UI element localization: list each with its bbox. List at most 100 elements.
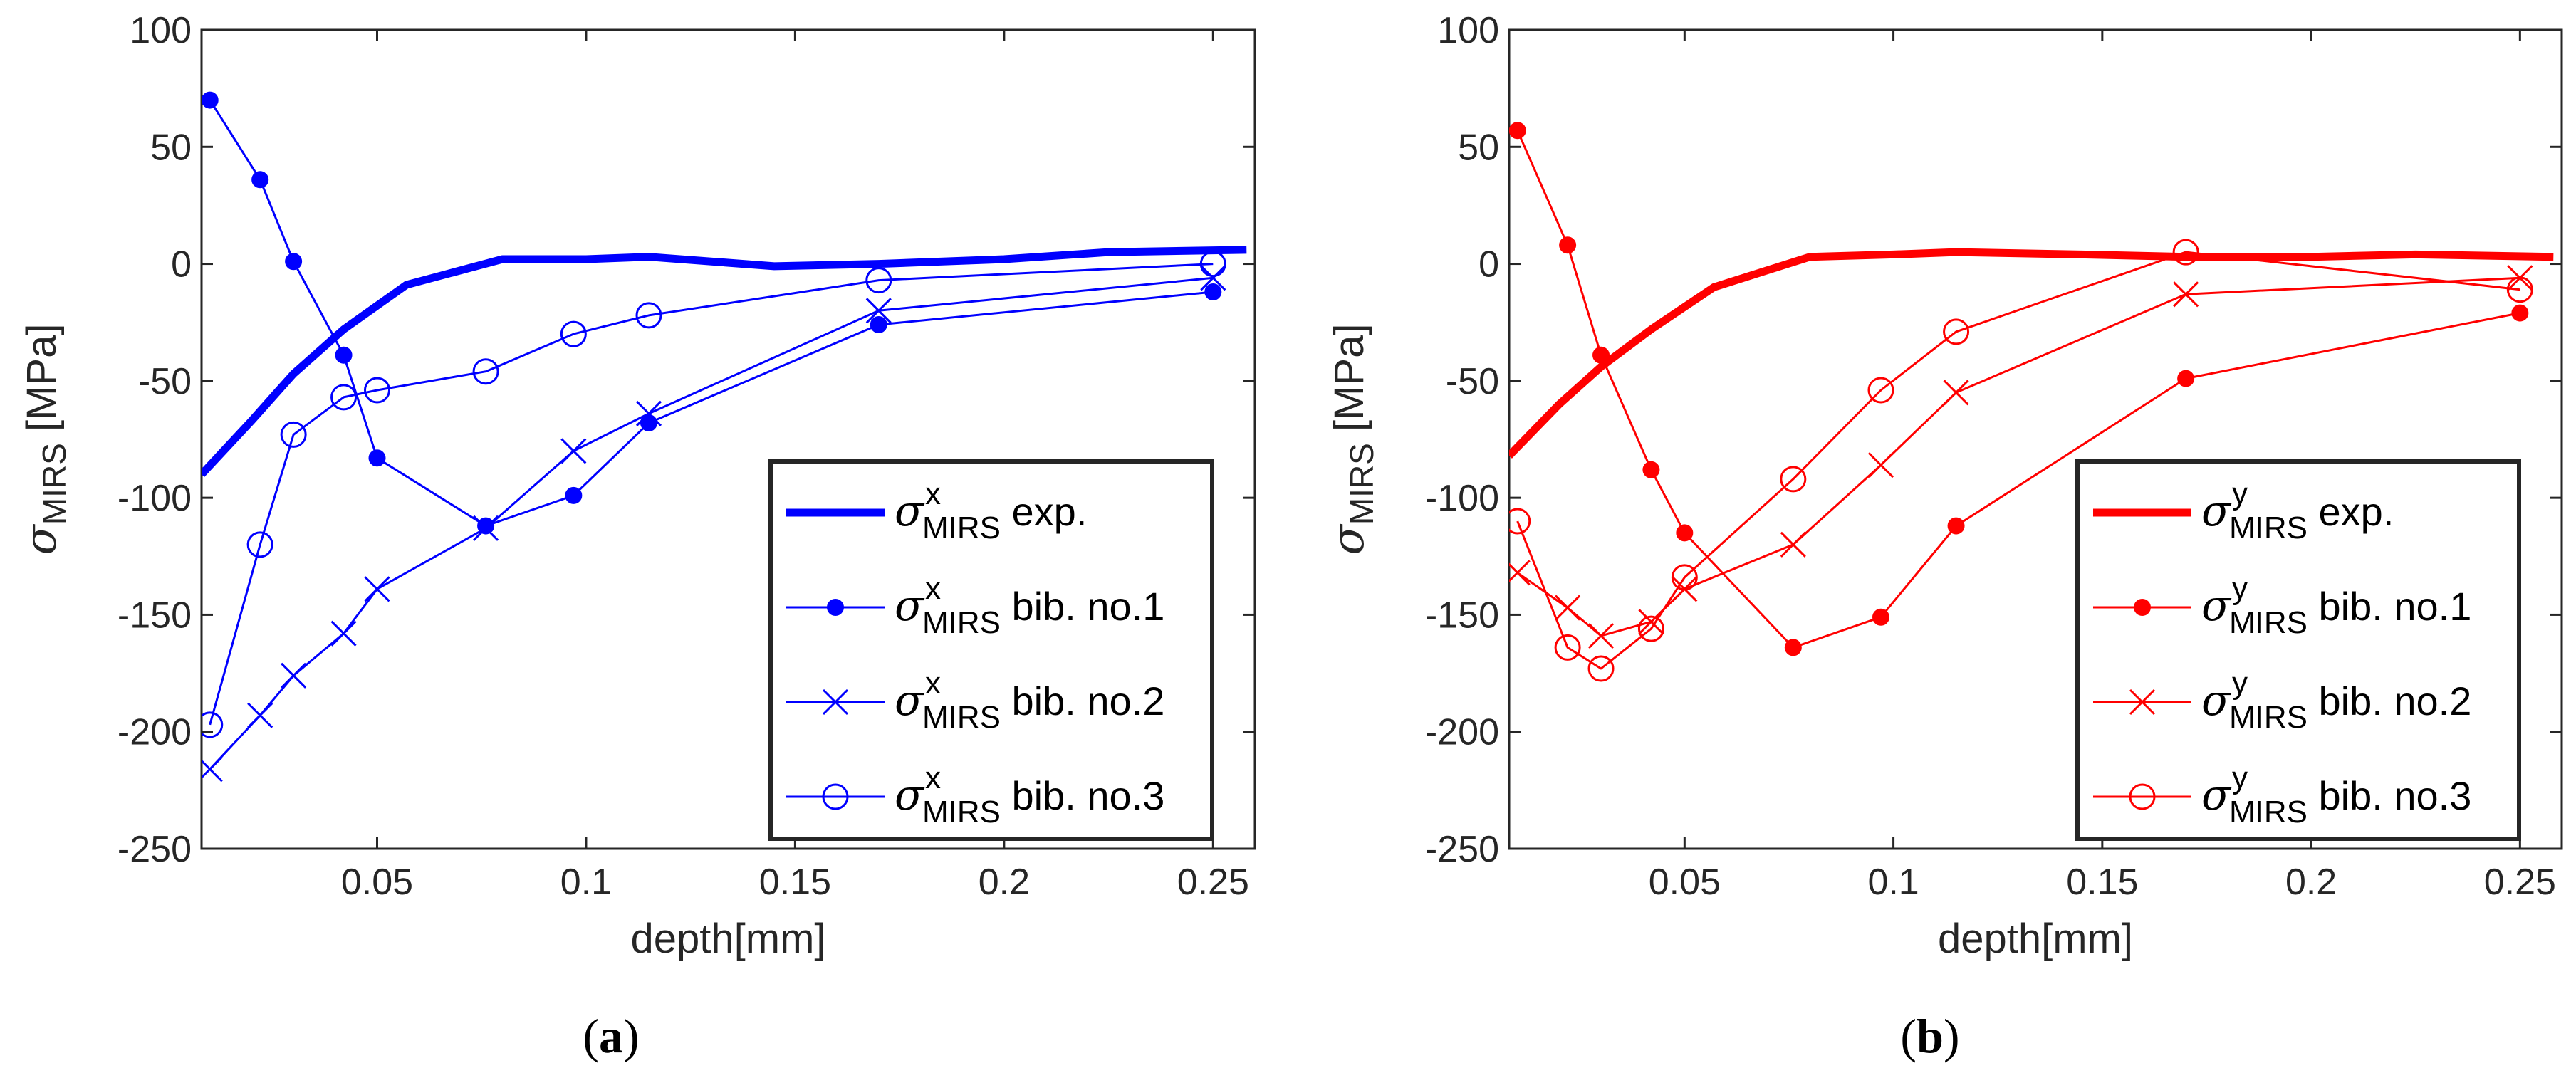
y-tick-label: 0 [1479, 244, 1499, 286]
data-point [330, 620, 357, 647]
series-line-3 [1516, 251, 2520, 670]
x-axis-label: depth[mm] [631, 916, 826, 962]
series-line-2 [1516, 276, 2520, 637]
data-point [1943, 380, 1969, 406]
data-point [1676, 524, 1694, 542]
data-point [246, 531, 273, 558]
data-point [1555, 595, 1581, 621]
data-point [565, 486, 583, 504]
y-tick-label: -100 [1425, 478, 1499, 519]
legend-box [768, 459, 1214, 841]
data-point [364, 576, 390, 602]
data-point [635, 400, 662, 426]
data-point [1780, 466, 1807, 493]
legend-entry-label: σx MIRS bib. no.2 [895, 666, 1164, 735]
x-tick-label: 0.25 [1177, 862, 1249, 903]
data-point [1200, 265, 1226, 291]
data-point [2506, 276, 2533, 303]
chart-panel-b: 100 50 0 -50 -100 -150 -200 -250 0.05 0.1 0.15 0.2 0… [1322, 10, 2563, 1063]
data-point [1780, 531, 1806, 558]
data-point [1642, 461, 1660, 478]
x-axis-label: depth[mm] [1938, 916, 2133, 962]
y-tick-label: 100 [1437, 10, 1499, 51]
data-point [560, 438, 587, 464]
data-point [280, 421, 307, 448]
data-point [2511, 304, 2529, 322]
data-point [285, 253, 303, 271]
legend-swatch-marker [2134, 599, 2151, 616]
y-axis-label: σMIRS [MPa] [1322, 324, 1380, 555]
data-point [368, 449, 386, 467]
plot-area-frame [200, 28, 1256, 850]
legend-swatch-marker [822, 689, 849, 716]
y-tick-label: -250 [118, 829, 192, 870]
chart-panel-a: 100 50 0 -50 -100 -150 -200 -250 0.05 0.1 0.15 0.2 0… [14, 10, 1256, 1063]
y-tick-label: -50 [138, 361, 192, 402]
data-point [1592, 346, 1610, 364]
legend-swatch-marker [827, 599, 844, 616]
data-point [472, 358, 499, 385]
data-point [1204, 283, 1222, 300]
legend-swatch-marker [822, 783, 849, 810]
data-point [1872, 608, 1889, 626]
series-line-1 [209, 99, 1214, 528]
x-tick-label: 0.1 [560, 862, 612, 903]
y-tick-label: -250 [1425, 829, 1499, 870]
plot-series-group [1509, 122, 2554, 682]
series-line-0 [202, 246, 1247, 478]
legend-entry-label: σx MIRS bib. no.3 [895, 760, 1164, 829]
legend-entry-label: σx MIRS exp. [895, 476, 1087, 545]
data-point [1947, 517, 1965, 535]
y-tick-label: -100 [118, 478, 192, 519]
legend: σy MIRS exp. σy MIRS bib. no.1 σy MIRS bib. n… [2075, 459, 2521, 841]
legend-entry-label: σy MIRS exp. [2201, 476, 2394, 545]
data-point [635, 302, 662, 329]
data-point [202, 91, 219, 109]
data-point [640, 414, 657, 431]
legend-swatch-marker [2129, 783, 2156, 810]
legend-entry-label: σx MIRS bib. no.1 [895, 571, 1164, 640]
series-line-0 [1509, 248, 2554, 459]
y-tick-label: -150 [1425, 595, 1499, 636]
data-point [1509, 560, 1531, 586]
data-point [335, 346, 353, 364]
plot-area-frame [1508, 28, 2563, 850]
y-tick-label: -200 [1425, 712, 1499, 753]
data-point [1587, 622, 1615, 649]
x-tick-label: 0.1 [1867, 862, 1919, 903]
panel-caption: (b) [1900, 1009, 1959, 1063]
data-point [560, 320, 587, 347]
data-point [870, 316, 887, 333]
data-point [2177, 370, 2195, 387]
x-tick-label: 0.25 [2484, 862, 2556, 903]
legend: σx MIRS exp. σx MIRS bib. no.1 σx MIRS bib. n… [768, 459, 1214, 841]
y-axis-label: σMIRS [MPa] [14, 324, 73, 555]
data-point [1509, 508, 1531, 535]
data-point [202, 756, 223, 782]
legend-entry-label: σy MIRS bib. no.3 [2201, 760, 2471, 829]
y-tick-label: -200 [118, 712, 192, 753]
legend-box [2075, 459, 2521, 841]
legend-entry-label: σy MIRS bib. no.1 [2201, 571, 2471, 640]
data-point [1587, 655, 1615, 682]
data-point [1637, 615, 1664, 642]
data-point [281, 662, 307, 689]
data-point [2173, 281, 2199, 308]
x-tick-label: 0.05 [1649, 862, 1721, 903]
x-tick-label: 0.2 [979, 862, 1030, 903]
data-point [1867, 452, 1894, 478]
data-point [1199, 251, 1226, 278]
data-point [1509, 122, 1526, 140]
y-tick-label: 50 [1458, 127, 1499, 168]
data-point [1554, 634, 1581, 661]
y-tick-label: 50 [150, 127, 192, 168]
x-tick-label: 0.15 [759, 862, 831, 903]
data-point [251, 171, 269, 189]
plot-series-group [202, 91, 1247, 782]
y-tick-label: -50 [1446, 361, 1499, 402]
x-tick-label: 0.05 [341, 862, 413, 903]
data-point [1638, 609, 1664, 635]
data-point [247, 702, 273, 728]
